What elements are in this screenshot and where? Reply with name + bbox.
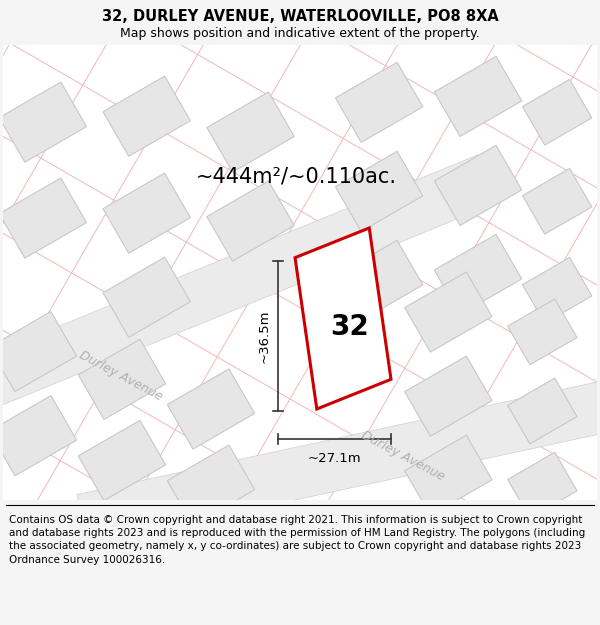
Polygon shape [0,155,497,425]
Polygon shape [207,92,294,172]
Polygon shape [508,452,577,518]
Polygon shape [434,146,522,226]
Text: Map shows position and indicative extent of the property.: Map shows position and indicative extent… [120,28,480,41]
Text: Durley Avenue: Durley Avenue [77,349,165,404]
Polygon shape [523,168,592,234]
Polygon shape [508,378,577,444]
Polygon shape [434,56,522,136]
Polygon shape [434,234,522,314]
Text: ~27.1m: ~27.1m [308,451,361,464]
Polygon shape [295,228,391,409]
Polygon shape [103,257,190,338]
Text: ~444m²/~0.110ac.: ~444m²/~0.110ac. [196,166,397,186]
Polygon shape [335,241,423,321]
Polygon shape [0,396,77,476]
Text: Contains OS data © Crown copyright and database right 2021. This information is : Contains OS data © Crown copyright and d… [9,515,585,564]
Polygon shape [335,151,423,231]
Polygon shape [404,435,492,516]
Polygon shape [103,76,190,156]
Polygon shape [78,339,166,419]
Polygon shape [167,369,254,449]
Text: 32, DURLEY AVENUE, WATERLOOVILLE, PO8 8XA: 32, DURLEY AVENUE, WATERLOOVILLE, PO8 8X… [101,9,499,24]
Polygon shape [167,445,254,525]
Polygon shape [207,181,294,261]
Polygon shape [508,299,577,365]
Text: ~36.5m: ~36.5m [257,309,271,362]
Polygon shape [78,421,166,501]
Polygon shape [335,62,423,142]
Polygon shape [77,366,600,545]
Polygon shape [523,79,592,145]
Polygon shape [103,173,190,253]
Polygon shape [404,356,492,436]
Polygon shape [0,178,86,258]
Text: 32: 32 [330,313,369,341]
Text: Durley Avenue: Durley Avenue [359,428,447,483]
Polygon shape [404,272,492,352]
Polygon shape [0,311,77,392]
Polygon shape [0,82,86,162]
Polygon shape [523,258,592,323]
